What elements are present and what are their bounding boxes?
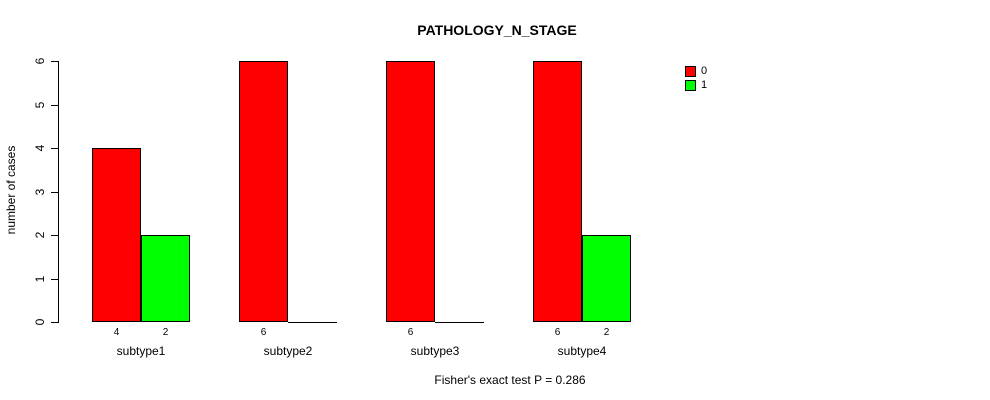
y-tick-mark [51, 278, 58, 280]
legend-swatch-icon [685, 65, 696, 77]
bar-series0-subtype2 [239, 61, 288, 322]
y-axis-line [58, 61, 59, 323]
x-category-label-subtype2: subtype2 [263, 344, 313, 358]
bar-value-label: 4 [113, 327, 120, 338]
legend-entry-0: 0 [685, 65, 707, 77]
y-tick-label: 5 [33, 101, 47, 108]
y-tick-label: 3 [33, 188, 47, 195]
bar-value-label: 6 [407, 327, 414, 338]
fisher-test-annotation: Fisher's exact test P = 0.286 [434, 373, 586, 387]
y-tick-label: 1 [33, 275, 47, 282]
zero-bar-series1-subtype3 [435, 322, 484, 323]
y-tick-label: 0 [33, 318, 47, 326]
legend-label: 1 [701, 78, 708, 91]
y-tick-label: 4 [33, 144, 47, 152]
bar-value-label: 6 [554, 327, 561, 338]
bar-series0-subtype3 [386, 61, 435, 322]
bar-series0-subtype4 [533, 61, 582, 322]
x-category-label-subtype3: subtype3 [410, 344, 460, 358]
legend-entry-1: 1 [685, 79, 707, 91]
bar-series1-subtype1 [141, 235, 190, 322]
bar-series0-subtype1 [92, 148, 141, 322]
legend-label: 0 [701, 64, 708, 77]
y-tick-mark [51, 148, 58, 149]
bar-value-label: 2 [603, 327, 610, 338]
x-category-label-subtype1: subtype1 [116, 344, 166, 358]
y-tick-mark [51, 191, 58, 193]
x-category-label-subtype4: subtype4 [557, 344, 607, 358]
chart-title: PATHOLOGY_N_STAGE [417, 22, 577, 38]
y-tick-mark [51, 104, 58, 106]
bar-value-label: 2 [162, 327, 169, 338]
bar-series1-subtype4 [582, 235, 631, 322]
legend-swatch-icon [685, 79, 696, 91]
y-tick-label: 2 [33, 231, 47, 239]
y-tick-mark [51, 322, 58, 323]
y-tick-mark [51, 235, 58, 236]
y-tick-label: 6 [33, 57, 47, 65]
y-tick-mark [51, 61, 58, 62]
bar-value-label: 6 [260, 327, 267, 338]
zero-bar-series1-subtype2 [288, 322, 337, 323]
